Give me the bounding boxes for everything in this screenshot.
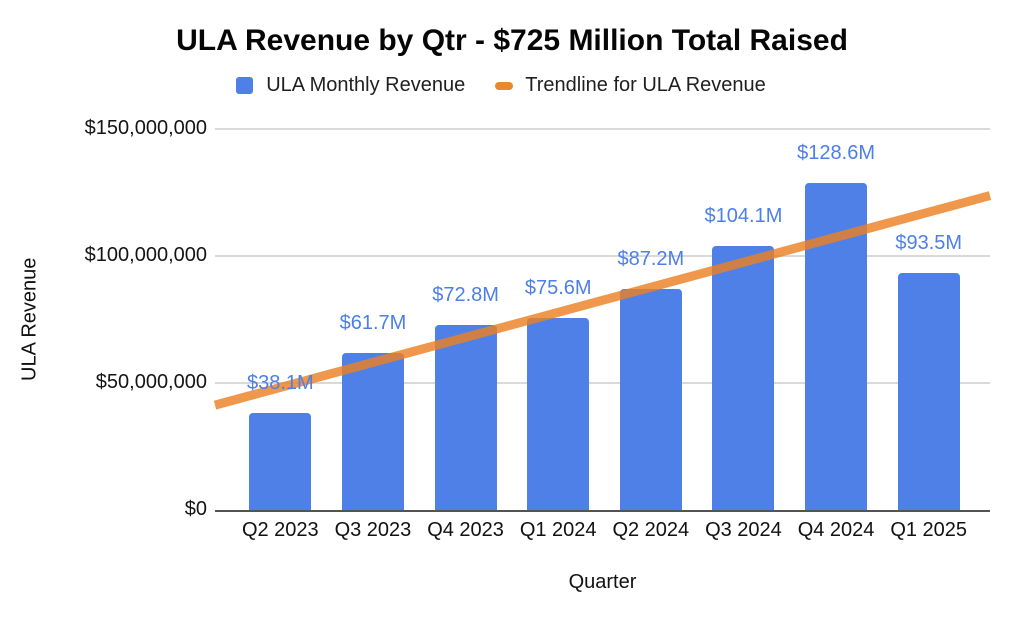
trendline-swatch-icon xyxy=(495,81,514,90)
bar-q2-2023 xyxy=(249,413,312,510)
bar-q4-2023 xyxy=(434,325,497,510)
bar-q2-2024 xyxy=(619,288,682,510)
bar-value-label: $128.6M xyxy=(797,142,875,165)
bar-value-label: $72.8M xyxy=(432,284,499,307)
legend-item-monthly-revenue: ULA Monthly Revenue xyxy=(236,74,465,97)
y-tick-label: $150,000,000 xyxy=(84,117,207,139)
gridline xyxy=(215,128,990,130)
x-tick-label: Q4 2023 xyxy=(427,519,504,541)
y-tick-label: $0 xyxy=(184,498,207,520)
bar-q3-2024 xyxy=(712,245,775,510)
x-tick-label: Q4 2024 xyxy=(797,519,875,541)
bar-q1-2025 xyxy=(897,272,960,510)
bar-value-label: $75.6M xyxy=(524,276,592,299)
bar-value-label: $104.1M xyxy=(704,204,783,227)
bar-value-label: $87.2M xyxy=(617,247,685,270)
y-tick-label: $100,000,000 xyxy=(84,244,207,266)
x-tick-label: Q2 2024 xyxy=(612,519,690,541)
bar-q3-2023 xyxy=(341,353,404,510)
bar-value-label: $38.1M xyxy=(246,372,314,395)
legend-label-monthly-revenue: ULA Monthly Revenue xyxy=(266,74,466,96)
chart-title: ULA Revenue by Qtr - $725 Million Total … xyxy=(176,24,848,57)
x-tick-label: Q2 2023 xyxy=(241,519,319,541)
bar-value-label: $61.7M xyxy=(339,312,407,335)
x-tick-label: Q1 2024 xyxy=(519,519,597,541)
x-tick-label: Q3 2024 xyxy=(705,519,782,541)
x-tick-label: Q1 2025 xyxy=(890,519,968,541)
chart-legend: ULA Monthly Revenue Trendline for ULA Re… xyxy=(0,74,1013,97)
bar-series-swatch-icon xyxy=(236,77,254,94)
legend-item-trendline: Trendline for ULA Revenue xyxy=(495,74,766,97)
x-axis-title: Quarter xyxy=(568,571,637,593)
x-tick-label: Q3 2023 xyxy=(334,519,412,541)
bar-q1-2024 xyxy=(527,317,590,510)
legend-label-trendline: Trendline for ULA Revenue xyxy=(525,74,766,96)
bar-value-label: $93.5M xyxy=(895,231,963,254)
plot-area: $38.1M $61.7M $72.8M $75.6M $87.2M $104.1M $12… xyxy=(213,128,992,512)
y-tick-label: $50,000,000 xyxy=(95,371,207,393)
trendline xyxy=(213,191,992,410)
y-axis-title: ULA Revenue xyxy=(18,257,41,382)
gridline xyxy=(215,255,990,257)
gridline xyxy=(215,382,990,384)
